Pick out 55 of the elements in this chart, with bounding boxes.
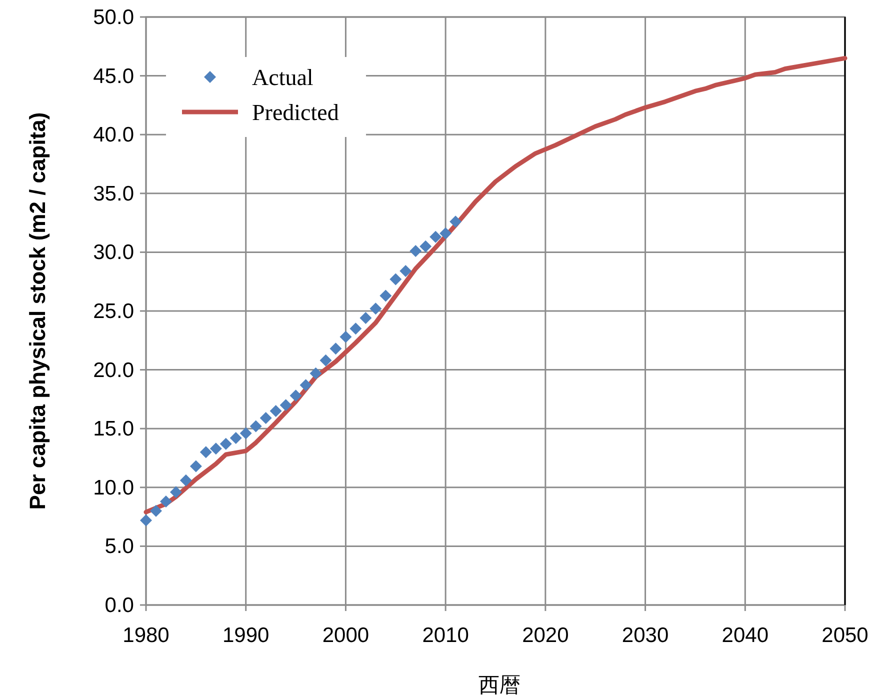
point xyxy=(290,390,302,402)
point xyxy=(270,404,282,417)
y-tick-label: 20.0 xyxy=(93,358,134,382)
point xyxy=(330,342,342,355)
x-tick-label: 1980 xyxy=(122,624,170,647)
x-tick-label: 2040 xyxy=(722,624,768,647)
point xyxy=(310,367,322,380)
legend-label: Predicted xyxy=(252,100,340,125)
point xyxy=(180,474,192,486)
y-tick-label: 5.0 xyxy=(104,535,134,558)
point xyxy=(210,442,222,455)
y-tick-label: 40.0 xyxy=(93,124,134,147)
point xyxy=(260,412,272,424)
x-tick-label: 2000 xyxy=(322,624,370,647)
point xyxy=(230,432,242,444)
y-tick-label: 50.0 xyxy=(93,6,134,29)
x-tick-label: 2010 xyxy=(422,624,469,647)
x-tick-label: 2030 xyxy=(622,624,669,647)
point xyxy=(370,302,382,315)
point xyxy=(350,322,362,335)
x-axis-title: 西暦 xyxy=(478,673,520,697)
point xyxy=(340,330,352,343)
point xyxy=(140,514,152,526)
point xyxy=(160,496,172,508)
y-tick-label: 25.0 xyxy=(93,300,134,323)
point xyxy=(360,312,372,324)
point xyxy=(440,227,452,240)
y-tick-label: 0.0 xyxy=(104,594,134,617)
y-tick-label: 35.0 xyxy=(93,182,134,206)
point xyxy=(170,486,182,498)
y-axis-title: Per capita physical stock (m2 / capita) xyxy=(25,112,50,510)
y-tick-label: 30.0 xyxy=(93,241,134,264)
point xyxy=(250,420,262,432)
x-tick-label: 2020 xyxy=(522,624,569,647)
point xyxy=(220,438,232,450)
point xyxy=(450,216,462,228)
legend-label: Actual xyxy=(252,65,314,90)
y-tick-label: 15.0 xyxy=(93,418,134,441)
point xyxy=(200,446,212,458)
point xyxy=(410,245,422,258)
y-tick-label: 45.0 xyxy=(93,64,134,88)
y-tick-label: 10.0 xyxy=(93,476,134,500)
point xyxy=(390,273,402,286)
point xyxy=(400,265,412,278)
point xyxy=(320,354,332,366)
point xyxy=(240,427,252,440)
x-tick-label: 2050 xyxy=(822,624,868,647)
point xyxy=(420,240,432,252)
point xyxy=(190,460,202,472)
point xyxy=(430,230,442,243)
x-tick-label: 1990 xyxy=(222,624,270,647)
point xyxy=(280,399,292,412)
point xyxy=(300,379,312,392)
point xyxy=(380,290,392,302)
point xyxy=(150,504,162,517)
